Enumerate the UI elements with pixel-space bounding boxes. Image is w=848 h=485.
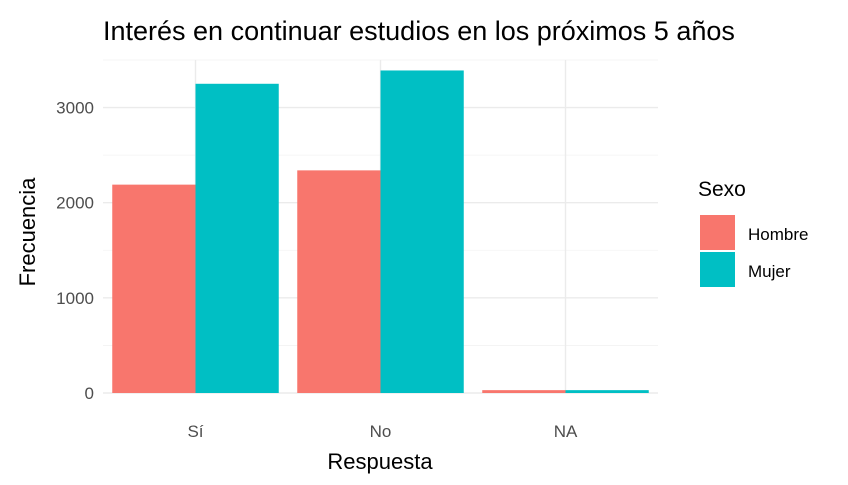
bar-hombre-3	[482, 390, 566, 393]
y-axis-title: Frecuencia	[15, 177, 40, 287]
legend-items: Hombre Mujer	[700, 215, 808, 287]
x-tick-label: Sí	[187, 422, 203, 441]
y-tick-label: 2000	[56, 194, 94, 213]
legend-key-hombre	[700, 215, 735, 250]
y-tick-label: 1000	[56, 289, 94, 308]
bar-hombre-1	[112, 184, 196, 393]
legend-label-hombre: Hombre	[748, 225, 808, 244]
y-tick-label: 3000	[56, 99, 94, 118]
x-tick-label: No	[370, 422, 392, 441]
bar-mujer-3	[565, 390, 649, 393]
x-tick-label: NA	[554, 422, 578, 441]
chart-title: Interés en continuar estudios en los pró…	[103, 16, 735, 46]
legend-title: Sexo	[698, 178, 746, 201]
x-axis-ticks: Sí No NA	[187, 422, 577, 441]
x-axis-title: Respuesta	[327, 449, 433, 474]
bar-hombre-2	[297, 170, 381, 393]
legend-label-mujer: Mujer	[748, 262, 791, 281]
bars	[112, 70, 649, 394]
y-axis-ticks: 0 1000 2000 3000	[56, 99, 94, 403]
legend: Sexo Hombre Mujer	[698, 178, 808, 287]
legend-key-mujer	[700, 252, 735, 287]
bar-mujer-1	[195, 83, 279, 394]
y-tick-label: 0	[85, 384, 94, 403]
bar-mujer-2	[380, 70, 464, 394]
